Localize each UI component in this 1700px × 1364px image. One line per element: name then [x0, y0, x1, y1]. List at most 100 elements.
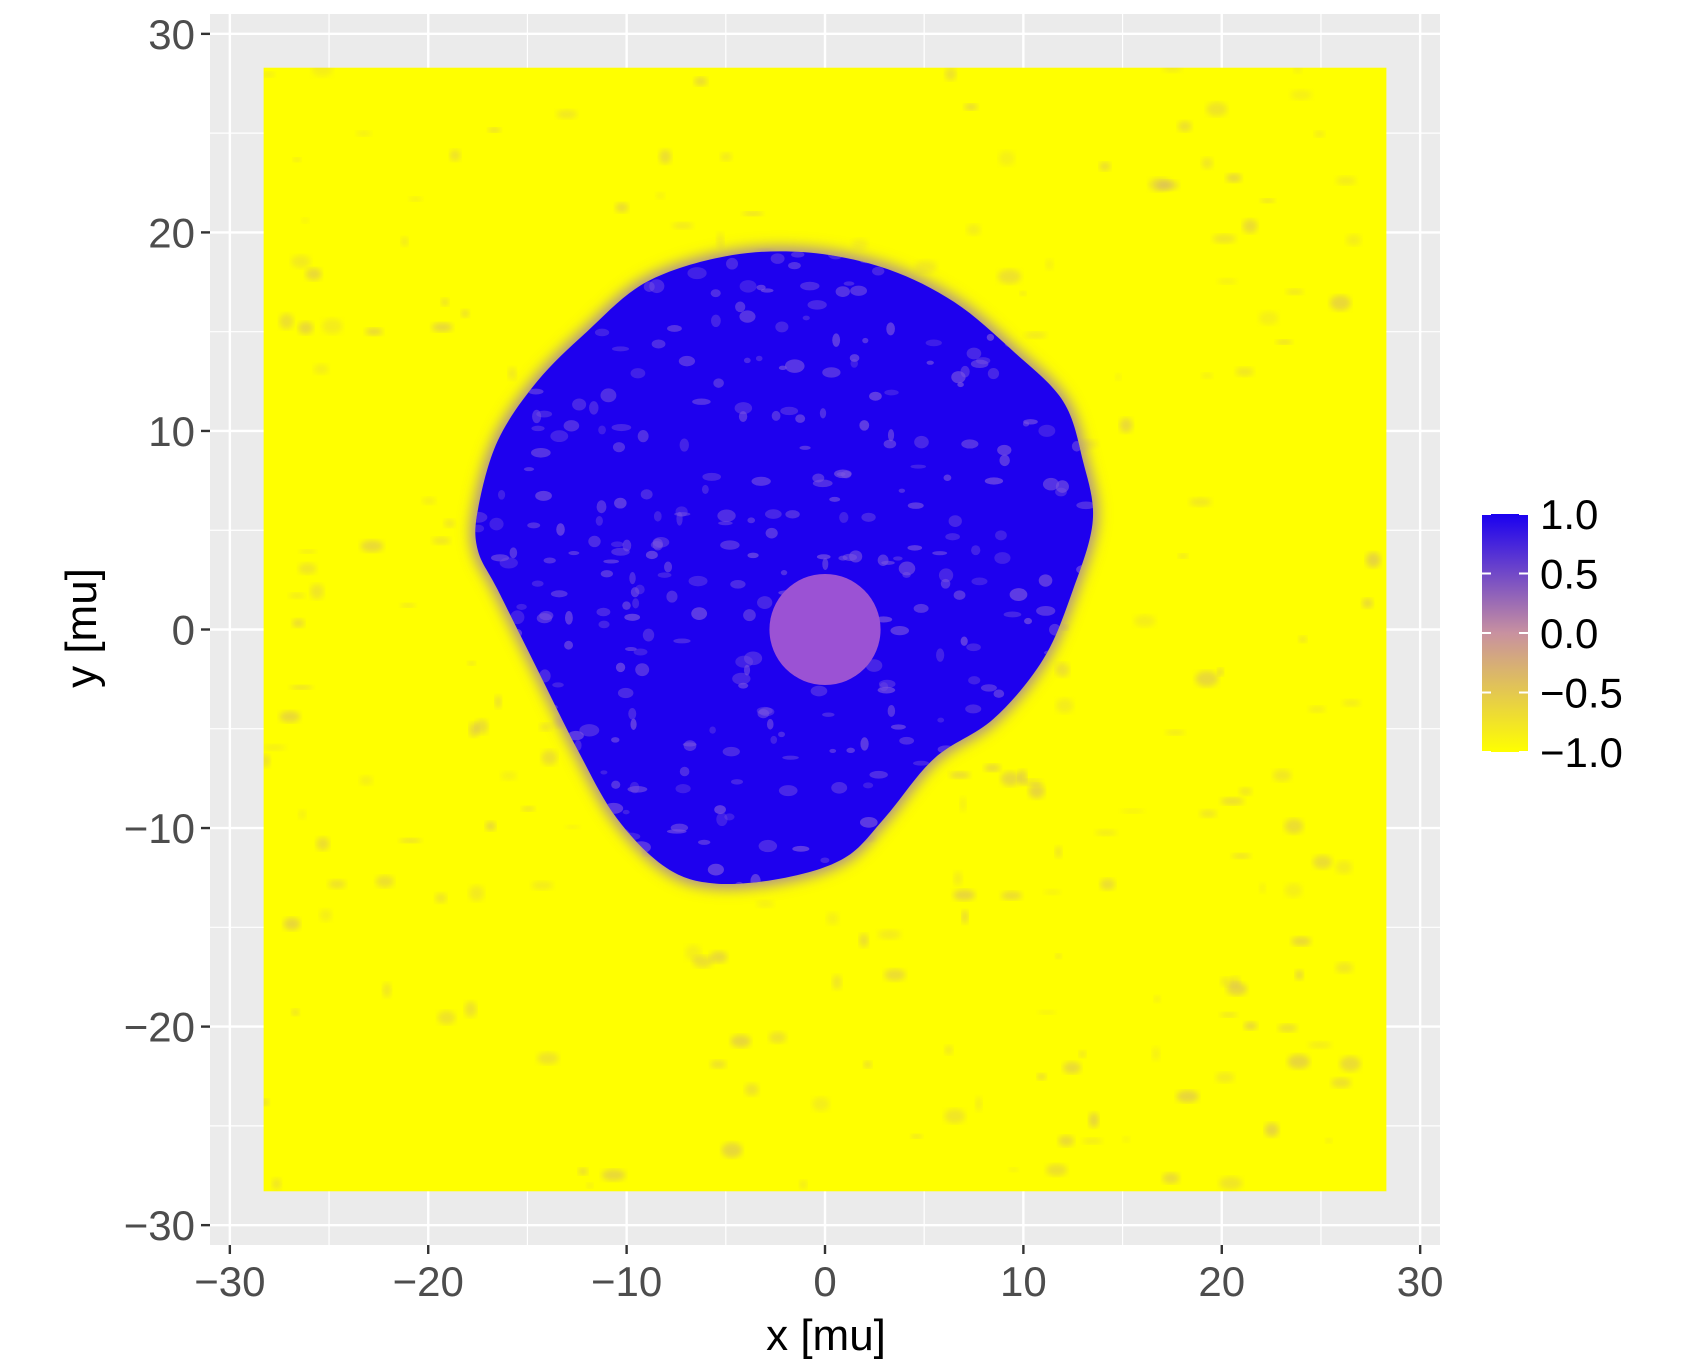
high-value-region: [475, 251, 1094, 885]
blob-speckle: [953, 590, 966, 600]
field-speckle: [500, 771, 517, 781]
blob-speckle: [966, 643, 981, 652]
y-tick-label: 20: [148, 209, 195, 256]
field-speckle: [321, 318, 343, 335]
blob-speckle: [986, 333, 995, 341]
field-speckle: [298, 562, 317, 575]
blob-speckle: [475, 511, 488, 523]
blob-speckle: [747, 517, 756, 524]
blob-speckle: [596, 607, 611, 617]
x-tick-label: 0: [813, 1258, 836, 1305]
field-speckle: [301, 217, 309, 224]
blob-speckle: [563, 420, 580, 432]
field-speckle: [1177, 120, 1192, 132]
blob-speckle: [624, 646, 637, 652]
field-speckle: [944, 67, 957, 81]
blob-speckle: [778, 731, 785, 738]
blob-speckle: [523, 467, 535, 472]
x-tick-label: −30: [194, 1258, 265, 1305]
field-speckle: [1312, 855, 1333, 869]
field-speckle: [1189, 497, 1212, 507]
blob-speckle: [785, 510, 800, 519]
blob-speckle: [1038, 424, 1056, 437]
blob-speckle: [516, 603, 527, 610]
field-speckle: [1122, 1136, 1130, 1143]
field-speckle: [832, 974, 842, 990]
field-speckle: [709, 951, 728, 964]
field-speckle: [310, 583, 325, 600]
blob-speckle: [739, 310, 756, 323]
blob-speckle: [535, 490, 552, 501]
colorbar-tick-label: 0.5: [1540, 551, 1598, 598]
blob-speckle: [550, 590, 568, 598]
colorbar-tick-label: −0.5: [1540, 670, 1623, 717]
blob-speckle: [910, 464, 927, 469]
field-speckle: [884, 968, 906, 981]
blob-speckle: [724, 813, 735, 821]
blob-speckle: [936, 648, 945, 662]
blob-speckle: [771, 410, 781, 421]
y-axis-label: y [mu]: [57, 568, 106, 688]
blob-speckle: [883, 439, 897, 449]
blob-speckle: [536, 613, 553, 624]
blob-speckle: [1055, 487, 1067, 497]
blob-speckle: [657, 572, 672, 578]
blob-speckle: [679, 438, 689, 452]
blob-speckle: [707, 863, 724, 876]
field-speckle: [1308, 1041, 1332, 1049]
field-speckle: [1285, 289, 1304, 295]
field-speckle: [1055, 662, 1070, 678]
blob-speckle: [675, 783, 691, 794]
blob-speckle: [810, 685, 828, 697]
blob-speckle: [879, 682, 889, 692]
blob-speckle: [567, 730, 584, 741]
field-speckle: [997, 269, 1022, 284]
field-speckle: [1088, 1112, 1099, 1128]
blob-speckle: [739, 280, 757, 293]
blob-speckle: [751, 476, 771, 486]
blob-speckle: [717, 509, 736, 522]
blob-speckle: [710, 289, 721, 298]
blob-speckle: [770, 735, 778, 744]
field-speckle: [1153, 995, 1161, 1003]
blob-speckle: [556, 523, 565, 536]
blob-speckle: [691, 607, 708, 620]
colorbar-tick-label: −1.0: [1540, 729, 1623, 776]
field-speckle: [316, 837, 330, 851]
blob-speckle: [743, 609, 756, 622]
blob-speckle: [688, 575, 708, 587]
field-speckle: [263, 71, 275, 78]
blob-speckle: [861, 512, 876, 522]
blob-speckle: [1024, 617, 1032, 625]
field-speckle: [1335, 176, 1357, 185]
blob-speckle: [846, 747, 855, 753]
blob-speckle: [531, 580, 544, 587]
field-speckle: [1308, 706, 1326, 713]
blob-speckle: [1022, 421, 1030, 427]
field-speckle: [1331, 1077, 1352, 1088]
field-speckle: [1062, 1061, 1082, 1074]
blob-speckle: [780, 570, 788, 576]
blob-speckle: [782, 755, 799, 760]
field-speckle: [1206, 101, 1228, 117]
field-speckle: [915, 260, 938, 273]
field-speckle: [1054, 845, 1062, 859]
field-speckle: [1078, 1050, 1086, 1058]
blob-speckle: [600, 770, 608, 775]
field-speckle: [1258, 311, 1279, 325]
blob-speckle: [709, 726, 716, 734]
field-speckle: [290, 685, 313, 690]
blob-speckle: [726, 257, 739, 270]
blob-speckle: [568, 550, 580, 556]
blob-speckle: [552, 682, 564, 688]
blob-speckle: [1003, 611, 1022, 618]
blob-speckle: [701, 484, 709, 495]
colorbar-ticks: 1.0 0.5 0.0 −0.5 −1.0: [1482, 491, 1623, 776]
blob-speckle: [862, 337, 869, 344]
blob-speckle: [987, 367, 1000, 380]
blob-speckle: [819, 408, 827, 419]
blob-speckle: [759, 707, 775, 717]
blob-speckle: [994, 552, 1011, 564]
blob-speckle: [698, 839, 711, 845]
blob-speckle: [1042, 477, 1060, 491]
